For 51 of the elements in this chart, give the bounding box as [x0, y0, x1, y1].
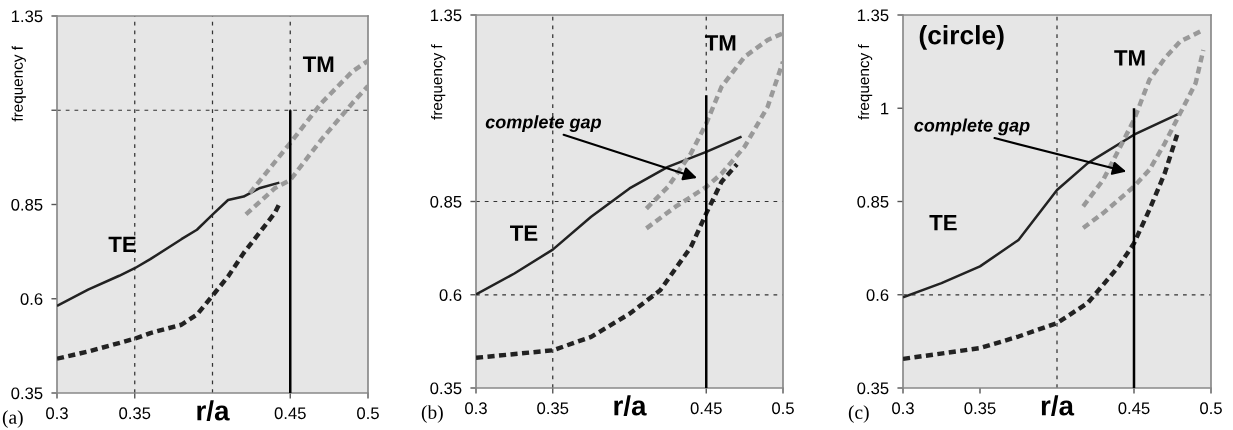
line-series	[57, 181, 281, 308]
y-axis-title: frequency f	[431, 44, 446, 120]
line-series	[476, 135, 743, 296]
annotation: TE	[929, 215, 957, 231]
x-tick-label: 0.35	[119, 407, 151, 420]
annotation: TM	[704, 35, 736, 51]
y-tick-label: 0.35	[857, 382, 889, 395]
text: (b)	[421, 405, 443, 423]
annotation: (circle)	[919, 25, 1004, 50]
x-tick-label: 0.3	[892, 402, 914, 415]
annotation: complete gap	[485, 115, 602, 132]
x-tick-label: 0.45	[274, 407, 306, 420]
y-axis-title: frequency f	[857, 44, 873, 120]
y-tick-label: 0.85	[857, 195, 889, 208]
annotation: TM	[1114, 50, 1145, 66]
x-tick-label: 0.5	[357, 407, 379, 420]
x-tick-label: 0.3	[46, 407, 68, 420]
x-tick-label: 0.35	[537, 402, 569, 415]
y-tick-label: 1.35	[430, 9, 462, 22]
y-tick-label: 1.35	[11, 10, 43, 23]
annotation: TE	[108, 236, 136, 253]
x-tick-label: 0.35	[964, 402, 996, 415]
y-tick-label: 0.85	[430, 195, 462, 208]
line-series	[644, 59, 783, 231]
x-tick-label: 0.5	[1200, 402, 1222, 415]
x-tick-label: 0.3	[465, 402, 487, 415]
line-series	[247, 58, 368, 196]
y-tick-label: 0.35	[430, 382, 462, 395]
y-tick-label: 1.35	[857, 9, 889, 22]
x-axis-title: r/a	[1041, 395, 1075, 416]
annotation: TM	[302, 56, 334, 72]
line-series	[243, 83, 368, 217]
y-tick-label: 0.6	[439, 289, 462, 301]
line-series	[644, 31, 783, 211]
x-tick-label: 0.45	[690, 402, 722, 415]
x-axis-title: r/a	[614, 395, 647, 416]
text: (a)	[2, 410, 23, 428]
text: (c)	[848, 405, 869, 423]
y-axis-title: frequency f	[11, 46, 26, 122]
y-tick-label: 0.85	[11, 198, 43, 211]
x-tick-label: 0.5	[772, 402, 794, 415]
line-series	[476, 161, 740, 361]
y-tick-label: 0.6	[20, 293, 43, 305]
y-tick-label: 1	[881, 102, 889, 115]
x-tick-label: 0.45	[1118, 402, 1150, 415]
annotation: TE	[510, 225, 538, 241]
y-tick-label: 0.6	[866, 289, 889, 301]
annotation: complete gap	[914, 118, 1030, 136]
x-axis-title: r/a	[197, 400, 230, 421]
line-series	[1080, 47, 1206, 231]
y-tick-label: 0.35	[11, 387, 43, 400]
